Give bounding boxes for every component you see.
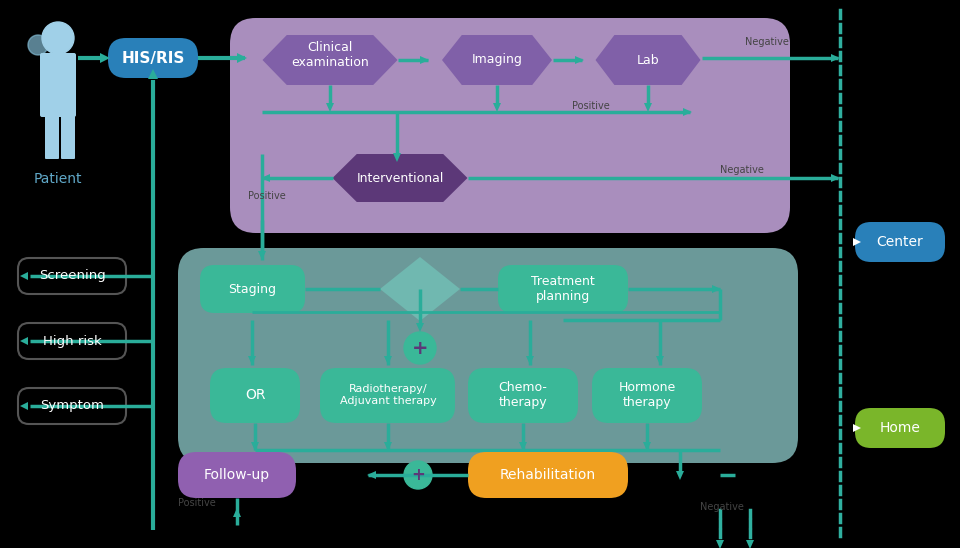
Polygon shape: [258, 251, 266, 260]
Text: Positive: Positive: [248, 191, 286, 201]
Polygon shape: [519, 442, 527, 451]
Polygon shape: [746, 540, 754, 548]
Text: Symptom: Symptom: [40, 399, 104, 413]
FancyBboxPatch shape: [45, 112, 59, 159]
Polygon shape: [233, 508, 241, 517]
Text: Positive: Positive: [178, 498, 216, 508]
Circle shape: [28, 35, 48, 55]
FancyBboxPatch shape: [178, 248, 798, 463]
FancyBboxPatch shape: [61, 112, 75, 159]
Polygon shape: [676, 471, 684, 480]
Text: OR: OR: [245, 388, 265, 402]
FancyBboxPatch shape: [468, 368, 578, 423]
Polygon shape: [261, 174, 270, 182]
FancyBboxPatch shape: [210, 368, 300, 423]
Text: Positive: Positive: [572, 101, 610, 111]
Text: Hormone
therapy: Hormone therapy: [618, 381, 676, 409]
Polygon shape: [853, 424, 861, 432]
Text: Imaging: Imaging: [471, 54, 522, 66]
Polygon shape: [716, 540, 724, 548]
Polygon shape: [20, 402, 28, 410]
FancyBboxPatch shape: [108, 38, 198, 78]
Text: Patient: Patient: [34, 172, 83, 186]
FancyBboxPatch shape: [178, 452, 296, 498]
Polygon shape: [712, 285, 721, 293]
FancyBboxPatch shape: [200, 265, 305, 313]
FancyBboxPatch shape: [592, 368, 702, 423]
Circle shape: [404, 332, 436, 364]
Polygon shape: [442, 35, 552, 85]
Text: Screening: Screening: [38, 270, 106, 283]
FancyBboxPatch shape: [855, 408, 945, 448]
FancyBboxPatch shape: [498, 265, 628, 313]
Text: Lab: Lab: [636, 54, 660, 66]
Circle shape: [42, 22, 74, 54]
Text: Radiotherapy/
Adjuvant therapy: Radiotherapy/ Adjuvant therapy: [340, 384, 437, 406]
Polygon shape: [831, 54, 840, 62]
Polygon shape: [251, 442, 259, 451]
Text: +: +: [411, 466, 425, 484]
FancyBboxPatch shape: [855, 222, 945, 262]
Polygon shape: [526, 356, 534, 365]
Polygon shape: [393, 153, 401, 162]
Polygon shape: [656, 356, 664, 365]
Polygon shape: [332, 154, 468, 202]
Text: Follow-up: Follow-up: [204, 468, 270, 482]
Polygon shape: [595, 35, 701, 85]
Polygon shape: [644, 103, 652, 112]
Text: Rehabilitation: Rehabilitation: [500, 468, 596, 482]
Polygon shape: [237, 53, 247, 63]
FancyBboxPatch shape: [18, 323, 126, 359]
Text: Chemo-
therapy: Chemo- therapy: [498, 381, 547, 409]
FancyBboxPatch shape: [18, 388, 126, 424]
Polygon shape: [384, 442, 392, 451]
Polygon shape: [831, 174, 840, 182]
Text: Negative: Negative: [700, 502, 744, 512]
Text: Home: Home: [879, 421, 921, 435]
FancyBboxPatch shape: [468, 452, 628, 498]
Text: Negative: Negative: [720, 165, 764, 175]
FancyBboxPatch shape: [18, 258, 126, 294]
FancyBboxPatch shape: [230, 18, 790, 233]
Polygon shape: [493, 103, 501, 112]
Polygon shape: [853, 238, 861, 246]
Circle shape: [404, 461, 432, 489]
Polygon shape: [100, 53, 110, 63]
Text: Center: Center: [876, 235, 924, 249]
Text: High risk: High risk: [42, 334, 102, 347]
Polygon shape: [380, 257, 460, 321]
Text: Treatment
planning: Treatment planning: [531, 275, 595, 303]
Polygon shape: [416, 323, 424, 332]
Polygon shape: [643, 442, 651, 451]
Polygon shape: [248, 356, 256, 365]
Polygon shape: [575, 56, 584, 64]
Polygon shape: [148, 69, 158, 79]
Polygon shape: [367, 471, 376, 479]
Polygon shape: [262, 35, 397, 85]
Text: Clinical
examination: Clinical examination: [291, 41, 369, 69]
Polygon shape: [20, 337, 28, 345]
FancyBboxPatch shape: [320, 368, 455, 423]
Polygon shape: [420, 56, 429, 64]
Text: Staging: Staging: [228, 283, 276, 295]
Polygon shape: [20, 272, 28, 280]
FancyBboxPatch shape: [40, 53, 76, 117]
Polygon shape: [384, 356, 392, 365]
Polygon shape: [326, 103, 334, 112]
Text: HIS/RIS: HIS/RIS: [121, 50, 184, 66]
Polygon shape: [683, 108, 692, 116]
Text: +: +: [412, 339, 428, 357]
Text: Interventional: Interventional: [356, 172, 444, 185]
Text: Negative: Negative: [745, 37, 789, 47]
